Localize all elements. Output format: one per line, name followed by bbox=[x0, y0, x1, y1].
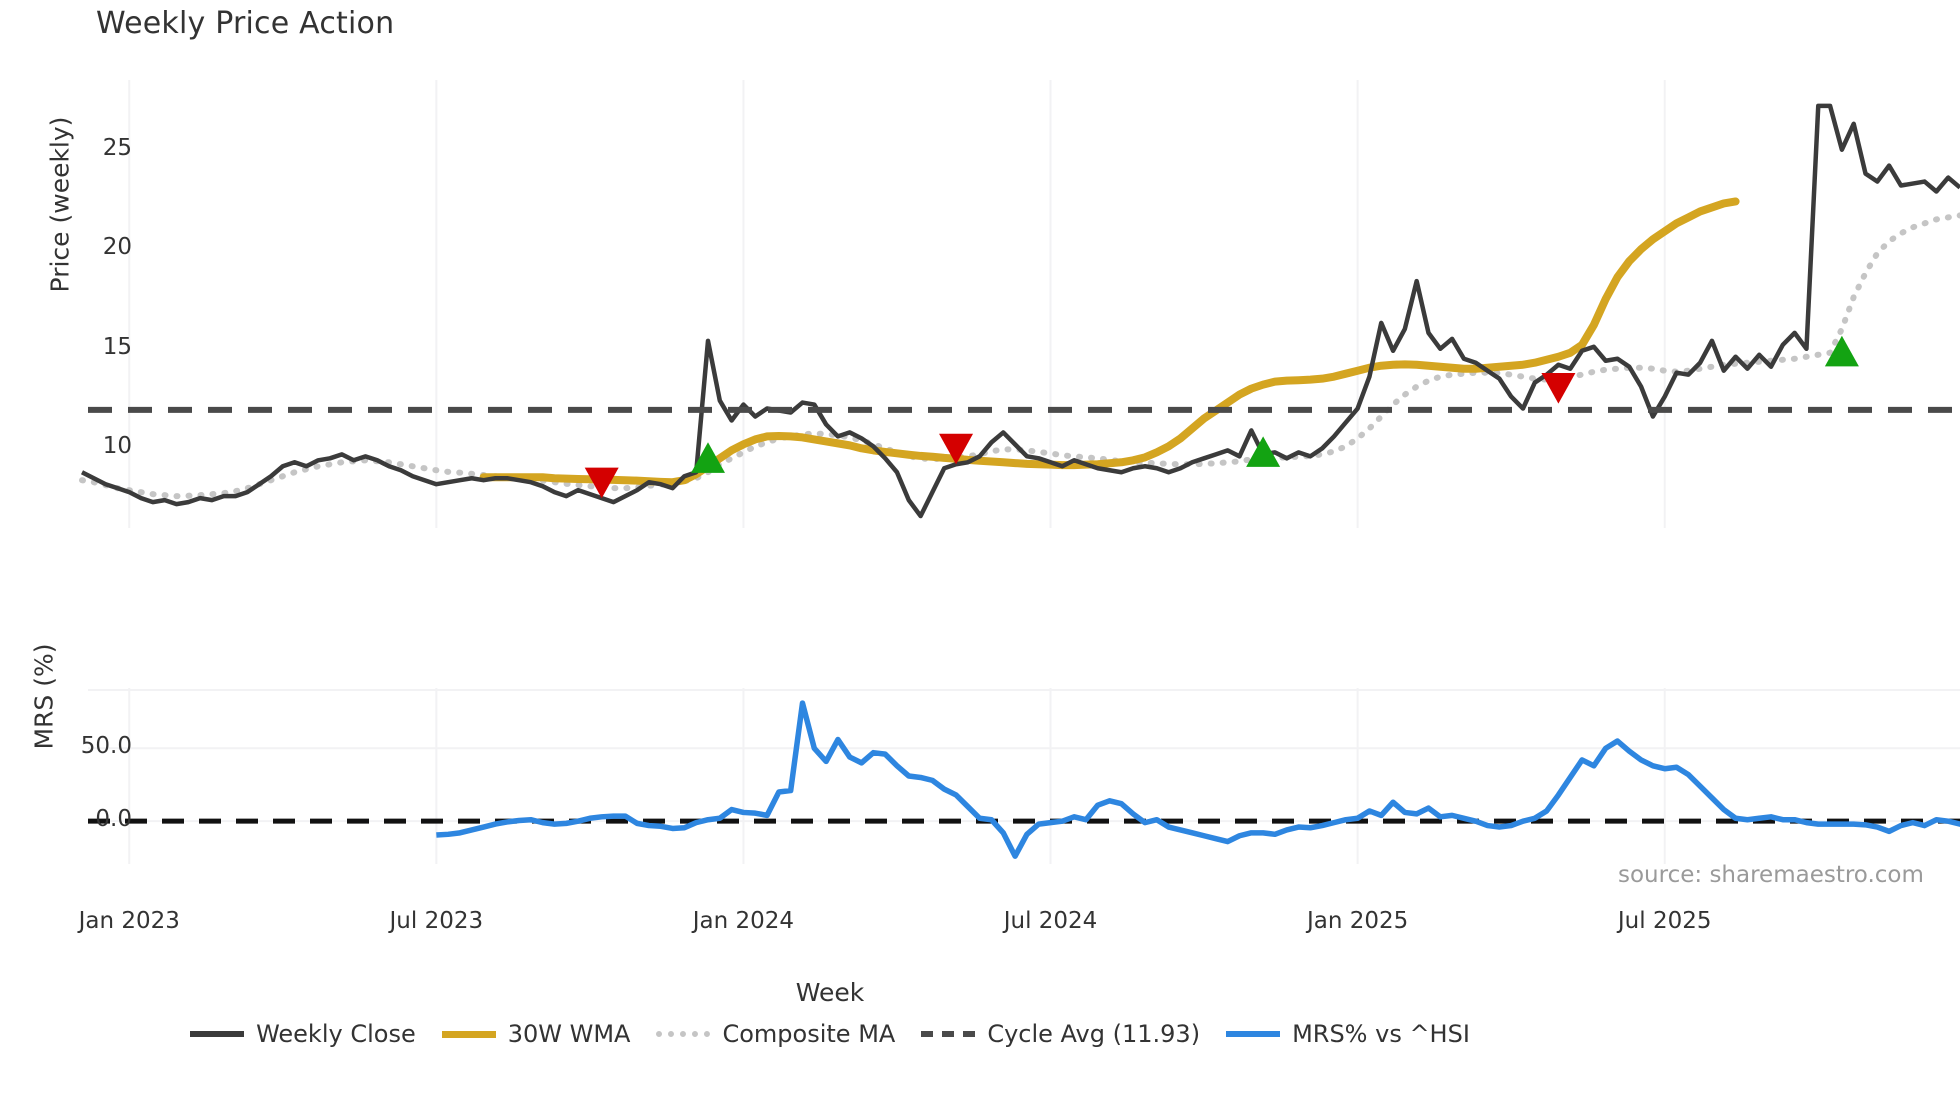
series-30w-wma bbox=[479, 197, 1740, 487]
line-solid-dark-icon bbox=[190, 1025, 245, 1043]
mrs-y-tick: 50.0 bbox=[80, 733, 132, 760]
line-dotted-gray-icon bbox=[656, 1025, 711, 1043]
x-tick: Jan 2024 bbox=[692, 908, 795, 934]
series-mrs-vs-hsi bbox=[436, 700, 1960, 859]
mrs-y-tick: 0.0 bbox=[95, 806, 132, 833]
buy-marker-icon bbox=[1824, 335, 1859, 367]
line-solid-gold-icon bbox=[441, 1025, 496, 1043]
series-weekly-close bbox=[80, 103, 1960, 519]
sell-marker-icon bbox=[1541, 373, 1576, 404]
x-tick: Jul 2025 bbox=[1617, 908, 1712, 934]
x-tick: Jul 2023 bbox=[389, 908, 484, 934]
source-watermark: source: sharemaestro.com bbox=[1618, 862, 1924, 888]
legend-item-cycle-avg[interactable]: Cycle Avg (11.93) bbox=[921, 1020, 1200, 1048]
legend-label: Cycle Avg (11.93) bbox=[987, 1020, 1201, 1048]
legend-item-30w-wma[interactable]: 30W WMA bbox=[441, 1020, 631, 1048]
x-tick: Jul 2024 bbox=[1003, 908, 1098, 934]
price-y-tick: 25 bbox=[102, 134, 132, 161]
buy-marker-icon bbox=[1246, 436, 1281, 467]
legend-label: Composite MA bbox=[722, 1020, 896, 1048]
x-axis-label: Week bbox=[795, 978, 865, 1007]
legend-item-weekly-close[interactable]: Weekly Close bbox=[190, 1020, 416, 1048]
legend-item-mrs[interactable]: MRS% vs ^HSI bbox=[1226, 1020, 1470, 1048]
price-y-tick: 20 bbox=[102, 234, 132, 261]
line-solid-blue-icon bbox=[1226, 1025, 1281, 1043]
series-composite-ma bbox=[79, 212, 1960, 500]
chart-legend: Weekly Close 30W WMA Composite MA Cycle … bbox=[0, 1020, 1660, 1048]
x-tick: Jan 2025 bbox=[1306, 908, 1409, 934]
legend-label: Weekly Close bbox=[256, 1020, 416, 1048]
sell-marker-icon bbox=[584, 467, 619, 499]
page-title: Weekly Price Action bbox=[96, 6, 395, 41]
x-tick: Jan 2023 bbox=[78, 908, 180, 934]
line-dashed-dark-icon bbox=[921, 1025, 976, 1043]
price-y-tick: 10 bbox=[102, 433, 132, 460]
legend-label: 30W WMA bbox=[507, 1020, 631, 1048]
price-y-tick: 15 bbox=[102, 333, 132, 360]
legend-item-composite-ma[interactable]: Composite MA bbox=[656, 1020, 895, 1048]
legend-label: MRS% vs ^HSI bbox=[1292, 1020, 1470, 1048]
buy-marker-icon bbox=[691, 442, 725, 473]
sell-marker-icon bbox=[939, 433, 974, 465]
